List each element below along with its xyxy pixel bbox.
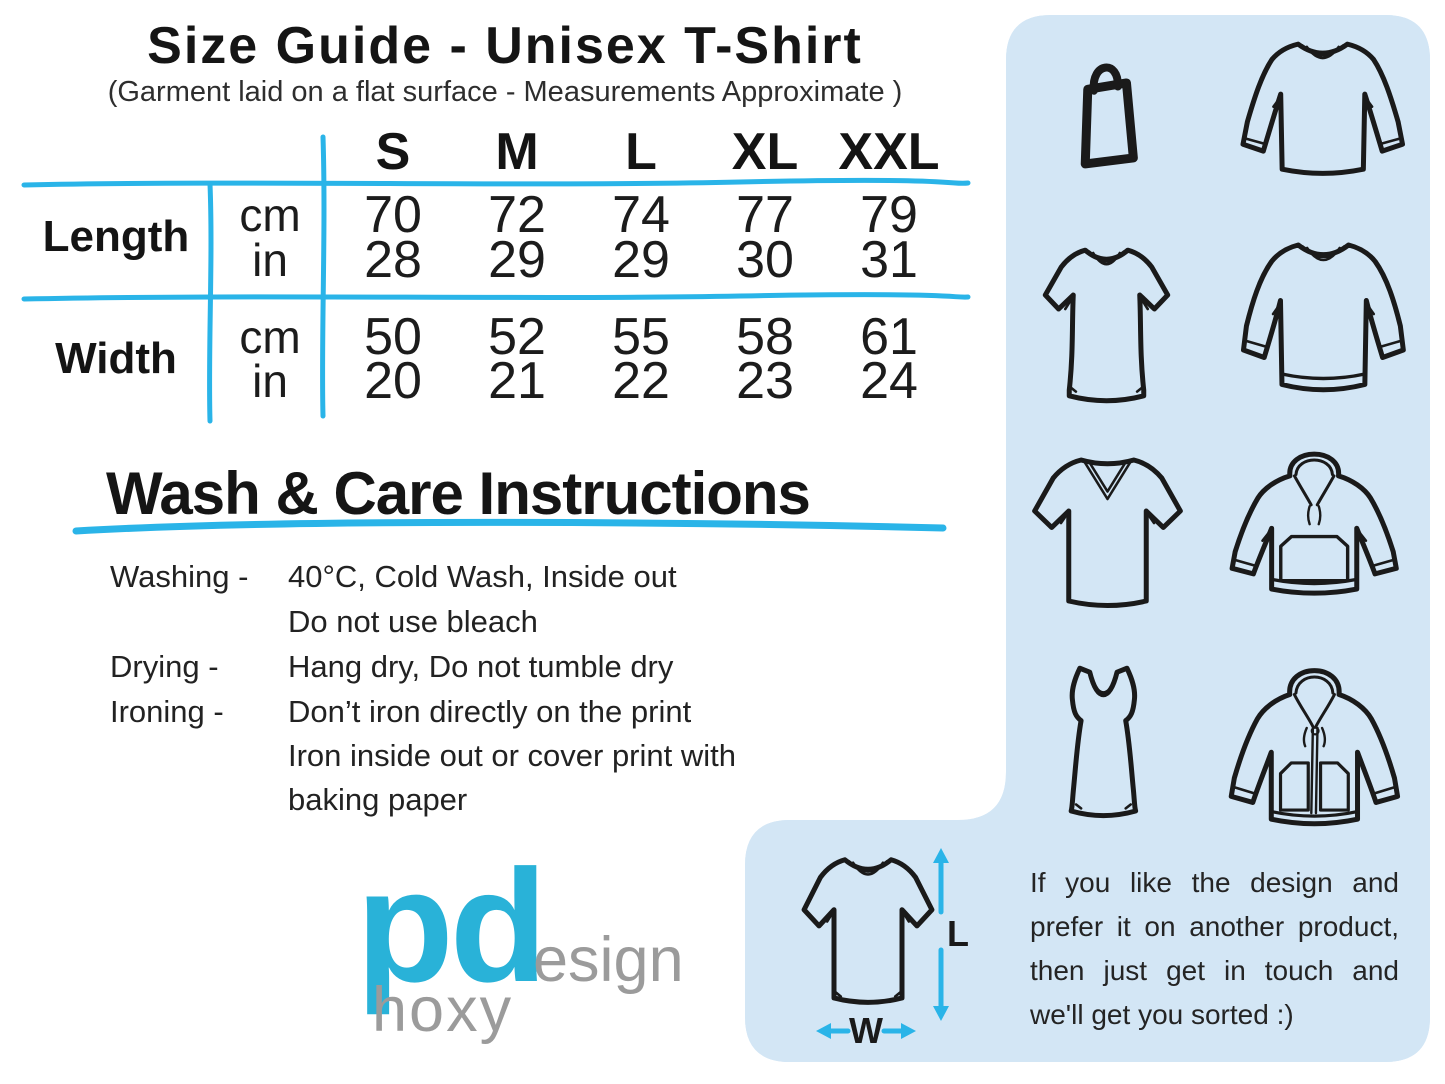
- size-value-cell: 28: [364, 231, 422, 289]
- size-value-cell: 23: [736, 352, 794, 410]
- width-measure-label: W: [849, 1010, 883, 1051]
- length-arrowhead-up: [933, 848, 949, 863]
- care-text: baking paper: [288, 782, 468, 817]
- size-value-cell: 50: [364, 308, 422, 366]
- width-arrowhead-left: [816, 1023, 831, 1039]
- logo-design-text: esign: [533, 925, 684, 995]
- row-label-length: Length: [42, 212, 190, 261]
- care-label-washing: Washing -: [110, 559, 249, 594]
- length-measure-label: L: [947, 913, 969, 954]
- garment-panel: [743, 13, 1432, 1064]
- logo-pd-mark: pd: [356, 836, 547, 1015]
- table-rule-middle: [21, 292, 971, 302]
- size-header-m: M: [495, 123, 539, 181]
- size-value-cell: 77: [736, 186, 794, 244]
- care-heading-underline: [72, 518, 947, 535]
- measure-arrows: [816, 848, 949, 1039]
- length-cm-row: 70 72 74 77 79: [331, 186, 951, 244]
- contact-note: If you like the design and prefer it on …: [1030, 861, 1399, 1037]
- fitted-t-shirt-icon: [1045, 250, 1167, 401]
- table-rules: [21, 134, 971, 535]
- size-value-cell: 52: [488, 308, 546, 366]
- care-text: Iron inside out or cover print with: [288, 738, 736, 773]
- pullover-hoodie-icon: [1232, 454, 1396, 593]
- unit-cell: in: [252, 355, 288, 407]
- length-arrowhead-down: [933, 1006, 949, 1021]
- width-cm-row: 50 52 55 58 61: [331, 308, 951, 366]
- table-rule-top: [21, 177, 971, 188]
- note-line: we'll get you sorted :): [1030, 999, 1294, 1030]
- size-header-l: L: [625, 123, 657, 181]
- size-value-cell: 29: [612, 231, 670, 289]
- width-in-row: 20 21 22 23 24: [331, 352, 951, 410]
- long-sleeve-shirt-icon: [1243, 44, 1403, 173]
- size-value-cell: 20: [364, 352, 422, 410]
- care-text: Hang dry, Do not tumble dry: [288, 649, 674, 684]
- length-in-row: 28 29 29 30 31: [331, 231, 951, 289]
- logo-hoxy-text: hoxy: [372, 975, 514, 1045]
- tank-top-icon: [1071, 668, 1135, 815]
- size-value-cell: 72: [488, 186, 546, 244]
- size-header-xxl: XXL: [838, 123, 940, 181]
- page-title: Size Guide - Unisex T-Shirt: [147, 17, 863, 75]
- width-arrowhead-right: [901, 1023, 916, 1039]
- unit-cell: in: [252, 234, 288, 286]
- size-value-cell: 21: [488, 352, 546, 410]
- note-line: then just get in touch and: [1030, 955, 1399, 986]
- sweatshirt-icon: [1243, 245, 1403, 390]
- unit-cell: cm: [239, 189, 301, 241]
- size-header-xl: XL: [731, 123, 799, 181]
- size-value-cell: 55: [612, 308, 670, 366]
- care-label-drying: Drying -: [110, 649, 219, 684]
- note-line: If you like the design and: [1030, 867, 1399, 898]
- v-neck-t-shirt-icon: [1035, 460, 1181, 606]
- note-line: prefer it on another product,: [1030, 911, 1399, 942]
- size-value-cell: 30: [736, 231, 794, 289]
- size-value-cell: 29: [488, 231, 546, 289]
- size-value-cell: 22: [612, 352, 670, 410]
- care-heading: Wash & Care Instructions: [106, 460, 811, 527]
- size-value-cell: 70: [364, 186, 422, 244]
- care-text: Do not use bleach: [288, 604, 538, 639]
- size-value-cell: 79: [860, 186, 918, 244]
- tote-bag-icon: [1082, 67, 1133, 164]
- size-value-cell: 24: [860, 352, 918, 410]
- care-label-ironing: Ironing -: [110, 694, 224, 729]
- unit-cell: cm: [239, 311, 301, 363]
- size-header-s: S: [375, 123, 411, 181]
- table-rule-vertical-left: [207, 181, 214, 424]
- zip-hoodie-icon: [1231, 671, 1397, 824]
- measure-t-shirt-icon: [804, 860, 932, 1003]
- care-text: 40°C, Cold Wash, Inside out: [288, 559, 677, 594]
- row-label-width: Width: [55, 334, 177, 383]
- page-subtitle: (Garment laid on a flat surface - Measur…: [107, 76, 903, 108]
- care-text: Don’t iron directly on the print: [288, 694, 692, 729]
- size-value-cell: 31: [860, 231, 918, 289]
- size-value-cell: 74: [612, 186, 670, 244]
- table-rule-vertical-right: [320, 134, 327, 419]
- size-value-cell: 58: [736, 308, 794, 366]
- size-header-row: S M L XL XXL: [331, 123, 951, 181]
- size-value-cell: 61: [860, 308, 918, 366]
